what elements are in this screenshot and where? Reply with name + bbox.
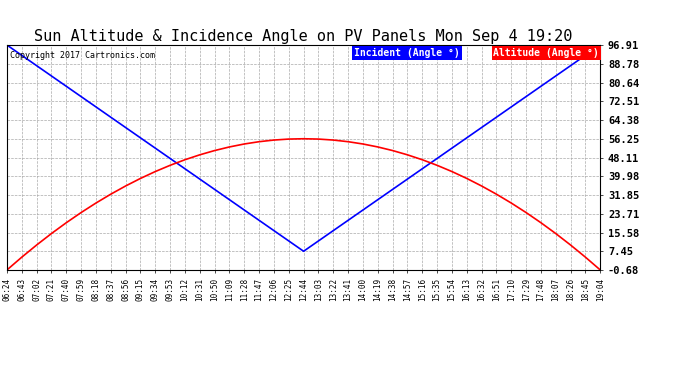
Text: Copyright 2017 Cartronics.com: Copyright 2017 Cartronics.com: [10, 51, 155, 60]
Text: Altitude (Angle °): Altitude (Angle °): [493, 48, 599, 58]
Title: Sun Altitude & Incidence Angle on PV Panels Mon Sep 4 19:20: Sun Altitude & Incidence Angle on PV Pan…: [34, 29, 573, 44]
Text: Incident (Angle °): Incident (Angle °): [354, 48, 460, 58]
